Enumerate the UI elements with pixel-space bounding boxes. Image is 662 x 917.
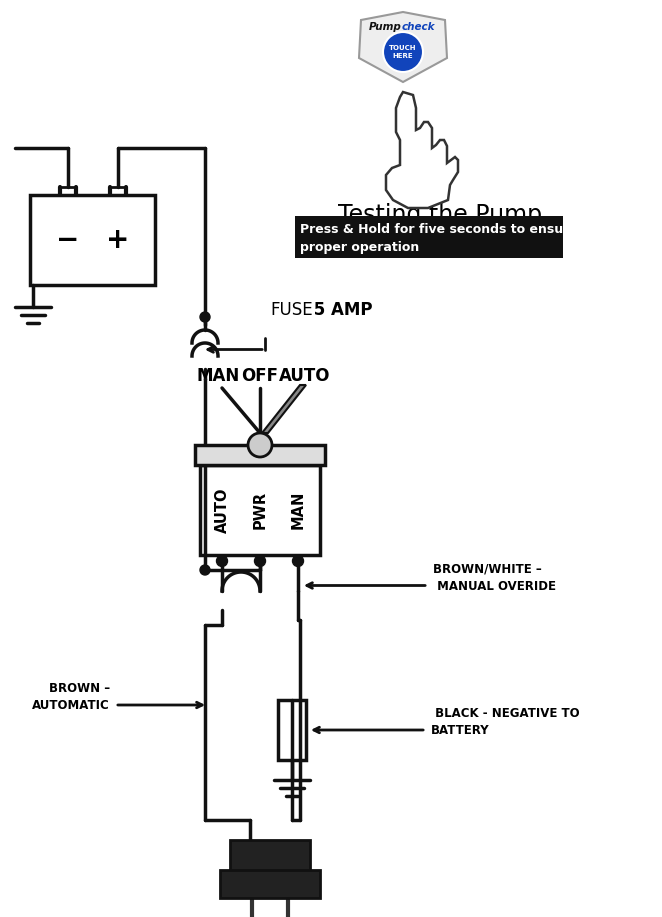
Text: OFF: OFF	[242, 367, 279, 385]
Bar	[295, 216, 563, 258]
Text: check: check	[402, 22, 436, 32]
Bar	[278, 700, 306, 760]
Bar	[200, 465, 320, 555]
Bar	[30, 195, 155, 285]
Text: MAN: MAN	[197, 367, 240, 385]
Circle shape	[200, 565, 210, 575]
Circle shape	[248, 433, 272, 457]
Text: Testing the Pump: Testing the Pump	[338, 203, 542, 227]
Text: Press & Hold for five seconds to ensure
proper operation: Press & Hold for five seconds to ensure …	[300, 223, 578, 253]
Bar	[220, 870, 320, 898]
Bar	[230, 840, 310, 885]
Circle shape	[254, 556, 265, 567]
Text: BLACK - NEGATIVE TO
BATTERY: BLACK - NEGATIVE TO BATTERY	[431, 707, 580, 737]
Polygon shape	[386, 92, 458, 208]
Circle shape	[216, 556, 228, 567]
Text: FUSE: FUSE	[270, 301, 312, 319]
Text: TOUCH
HERE: TOUCH HERE	[389, 45, 417, 59]
Circle shape	[383, 32, 423, 72]
Polygon shape	[359, 12, 447, 82]
Text: AUTO: AUTO	[214, 487, 230, 533]
Text: BROWN/WHITE –
 MANUAL OVERIDE: BROWN/WHITE – MANUAL OVERIDE	[433, 562, 556, 592]
Polygon shape	[262, 385, 306, 433]
Text: MAN: MAN	[291, 491, 305, 529]
Circle shape	[200, 312, 210, 322]
Text: 5 AMP: 5 AMP	[308, 301, 373, 319]
Bar	[195, 445, 325, 465]
Text: +: +	[107, 226, 130, 254]
Text: PWR: PWR	[252, 491, 267, 529]
Text: AUTO: AUTO	[279, 367, 331, 385]
Text: −: −	[56, 226, 79, 254]
Text: BROWN –
AUTOMATIC: BROWN – AUTOMATIC	[32, 682, 110, 712]
Text: Pump: Pump	[369, 22, 402, 32]
Circle shape	[293, 556, 303, 567]
